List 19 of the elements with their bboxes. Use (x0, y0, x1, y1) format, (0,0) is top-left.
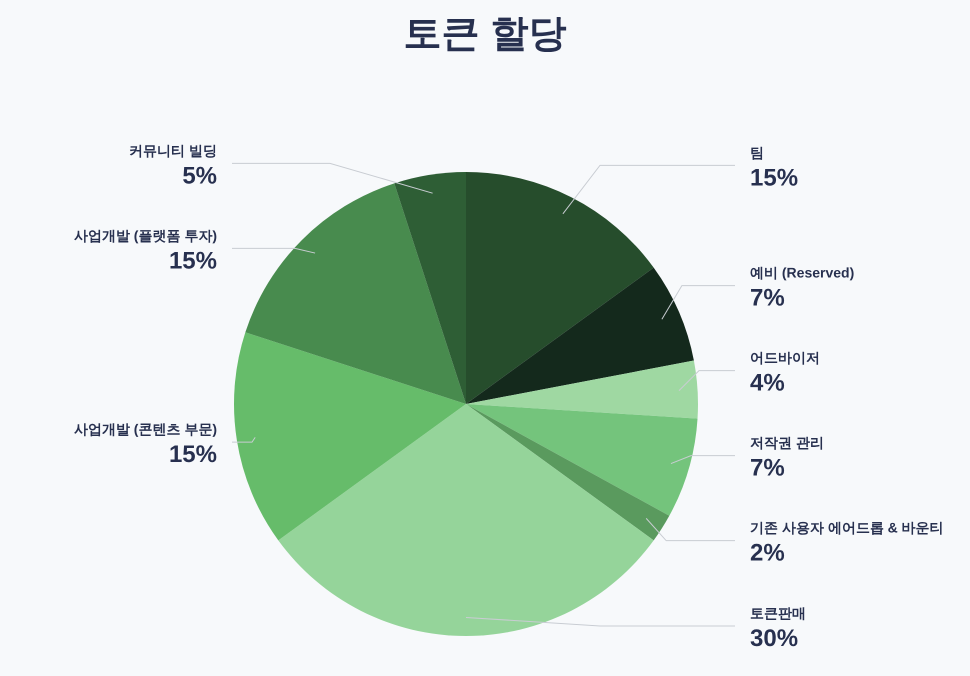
slice-label: 저작권 관리 (750, 434, 824, 451)
data-label: 2% (750, 540, 785, 567)
data-label: 7% (750, 284, 785, 312)
slice-label: 팀 (750, 144, 764, 160)
slice-label: 예비 (Reserved) (750, 264, 854, 281)
data-label: 15% (168, 247, 217, 274)
data-label: 15% (168, 441, 217, 468)
slice-label: 어드바이저 (750, 350, 820, 366)
slice-label: 사업개발 (콘텐츠 부문) (74, 421, 217, 438)
slice-label: 커뮤니티 빌딩 (129, 142, 217, 158)
data-label: 5% (182, 162, 217, 190)
slice-label: 기존 사용자 에어드롭 & 바운티 (750, 520, 944, 536)
chart-title: 토큰 할당 (404, 13, 566, 55)
data-label: 15% (750, 164, 798, 192)
data-label: 4% (750, 370, 785, 397)
data-label: 7% (750, 454, 785, 482)
slice-label: 사업개발 (플랫폼 투자) (74, 227, 217, 244)
slice-label: 토큰판매 (750, 605, 806, 621)
data-label: 30% (750, 625, 798, 652)
